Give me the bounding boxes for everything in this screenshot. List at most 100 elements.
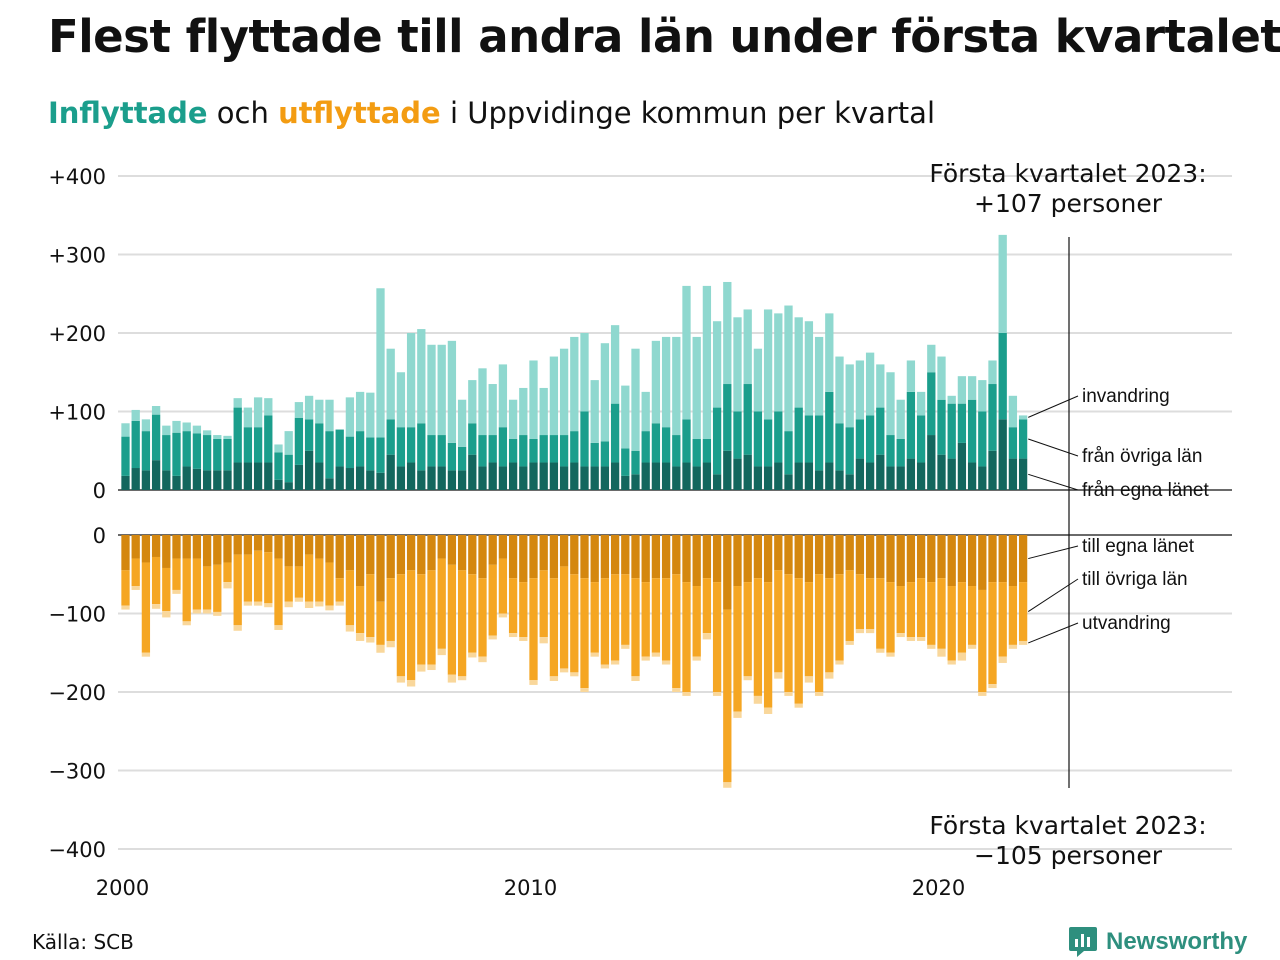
inflow-bar-segment — [896, 466, 905, 490]
inflow-bar-segment — [610, 462, 620, 490]
top-y-tick-label: +100 — [48, 401, 106, 425]
inflow-bar-segment — [457, 446, 467, 471]
inflow-bar-segment — [417, 329, 426, 424]
inflow-bar-segment — [580, 466, 589, 490]
outflow-bar-segment — [865, 629, 875, 634]
inflow-bar-segment — [549, 356, 559, 436]
inflow-bar-segment — [121, 423, 130, 437]
inflow-bar-segment — [998, 333, 1007, 420]
outflow-bar-segment — [967, 586, 977, 645]
inflow-bar-segment — [539, 435, 548, 463]
outflow-bar-segment — [488, 564, 497, 636]
outflow-bar-segment — [182, 621, 191, 626]
outflow-bar-segment — [804, 676, 814, 683]
inflow-bar-segment — [529, 438, 538, 463]
inflow-bar-segment — [366, 470, 375, 490]
outflow-bar-segment — [967, 644, 977, 649]
outflow-bar-segment — [376, 601, 385, 645]
outflow-bar-segment — [845, 570, 854, 641]
outflow-bar-segment — [621, 644, 630, 649]
inflow-bar-segment — [376, 437, 385, 473]
inflow-bar-segment — [988, 384, 997, 451]
outflow-bar-segment — [753, 535, 763, 579]
inflow-bar-segment — [151, 414, 161, 461]
inflow-bar-segment — [345, 436, 355, 469]
inflow-bar-segment — [947, 395, 956, 404]
outflow-bar-segment — [876, 648, 885, 653]
outflow-bar-segment — [947, 586, 956, 661]
outflow-bar-segment — [223, 535, 232, 563]
inflow-bar-segment — [865, 462, 875, 490]
inflow-bar-segment — [825, 391, 834, 463]
inflow-bar-segment — [253, 462, 263, 490]
inflow-bar-segment — [386, 419, 395, 455]
outflow-bar-segment — [927, 582, 936, 645]
outflow-bar-segment — [835, 660, 844, 665]
outflow-bar-segment — [723, 535, 732, 610]
inflow-bar-segment — [1018, 458, 1028, 490]
inflow-bar-segment — [682, 419, 691, 463]
outflow-bar-segment — [957, 535, 967, 583]
outflow-bar-segment — [825, 672, 834, 679]
outflow-bar-segment — [223, 562, 232, 583]
outflow-bar-segment — [702, 633, 712, 640]
inflow-bar-segment — [294, 417, 304, 465]
inflow-bar-segment — [794, 462, 803, 490]
outflow-bar-segment — [774, 535, 783, 571]
outflow-bar-segment — [519, 535, 528, 583]
outflow-bar-segment — [621, 574, 630, 645]
outflow-bar-segment — [774, 570, 783, 673]
outflow-bar-segment — [641, 582, 650, 657]
inflow-bar-segment — [202, 435, 212, 471]
outflow-bar-segment — [427, 570, 436, 665]
outflow-bar-segment — [162, 535, 171, 568]
chart-subtitle: Inflyttade och utflyttade i Uppvidinge k… — [48, 96, 935, 130]
inflow-bar-segment — [702, 438, 712, 463]
inflow-bar-segment — [468, 454, 477, 490]
inflow-bar-segment — [151, 406, 161, 415]
inflow-bar-segment — [702, 462, 712, 490]
outflow-bar-segment — [651, 652, 661, 657]
inflow-bar-segment — [355, 466, 365, 490]
inflow-bar-segment — [427, 435, 436, 467]
outflow-bar-segment — [906, 637, 916, 641]
outflow-bar-segment — [172, 535, 181, 559]
outflow-bar-segment — [508, 535, 518, 579]
series-label-leader — [1028, 395, 1079, 418]
inflow-bar-segment — [682, 285, 691, 420]
inflow-bar-segment — [559, 466, 569, 490]
inflow-bar-segment — [274, 479, 283, 490]
inflow-bar-segment — [600, 441, 610, 467]
outflow-bar-segment — [304, 554, 314, 602]
inflow-bar-segment — [172, 475, 181, 490]
inflow-bar-segment — [580, 411, 589, 467]
outflow-bar-segment — [631, 578, 640, 677]
outflow-bar-segment — [733, 535, 742, 587]
bottom-y-tick-label: −400 — [48, 838, 106, 862]
inflow-bar-segment — [549, 435, 559, 463]
inflow-bar-segment — [845, 364, 854, 428]
inflow-bar-segment — [774, 313, 783, 412]
outflow-bar-segment — [386, 535, 395, 579]
bottom-callout-text: −105 personer — [974, 841, 1163, 870]
outflow-bar-segment — [784, 574, 793, 692]
inflow-bar-segment — [182, 422, 191, 432]
outflow-bar-segment — [447, 535, 457, 565]
inflow-bar-segment — [223, 435, 232, 439]
inflow-bar-segment — [386, 348, 395, 420]
inflow-bar-segment — [396, 466, 406, 490]
inflow-bar-segment — [906, 458, 916, 490]
outflow-bar-segment — [682, 535, 691, 583]
outflow-bar-segment — [335, 601, 344, 606]
outflow-bar-segment — [763, 707, 773, 714]
inflow-bar-segment — [641, 391, 650, 432]
outflow-bar-segment — [437, 648, 446, 656]
inflow-bar-segment — [335, 466, 344, 490]
inflow-bar-segment — [876, 454, 885, 490]
inflow-bar-segment — [712, 474, 722, 490]
inflow-bar-segment — [141, 470, 151, 490]
inflow-bar-segment — [988, 360, 997, 385]
inflow-bar-segment — [967, 376, 977, 400]
inflow-bar-segment — [468, 380, 477, 424]
inflow-bar-segment — [417, 470, 426, 490]
